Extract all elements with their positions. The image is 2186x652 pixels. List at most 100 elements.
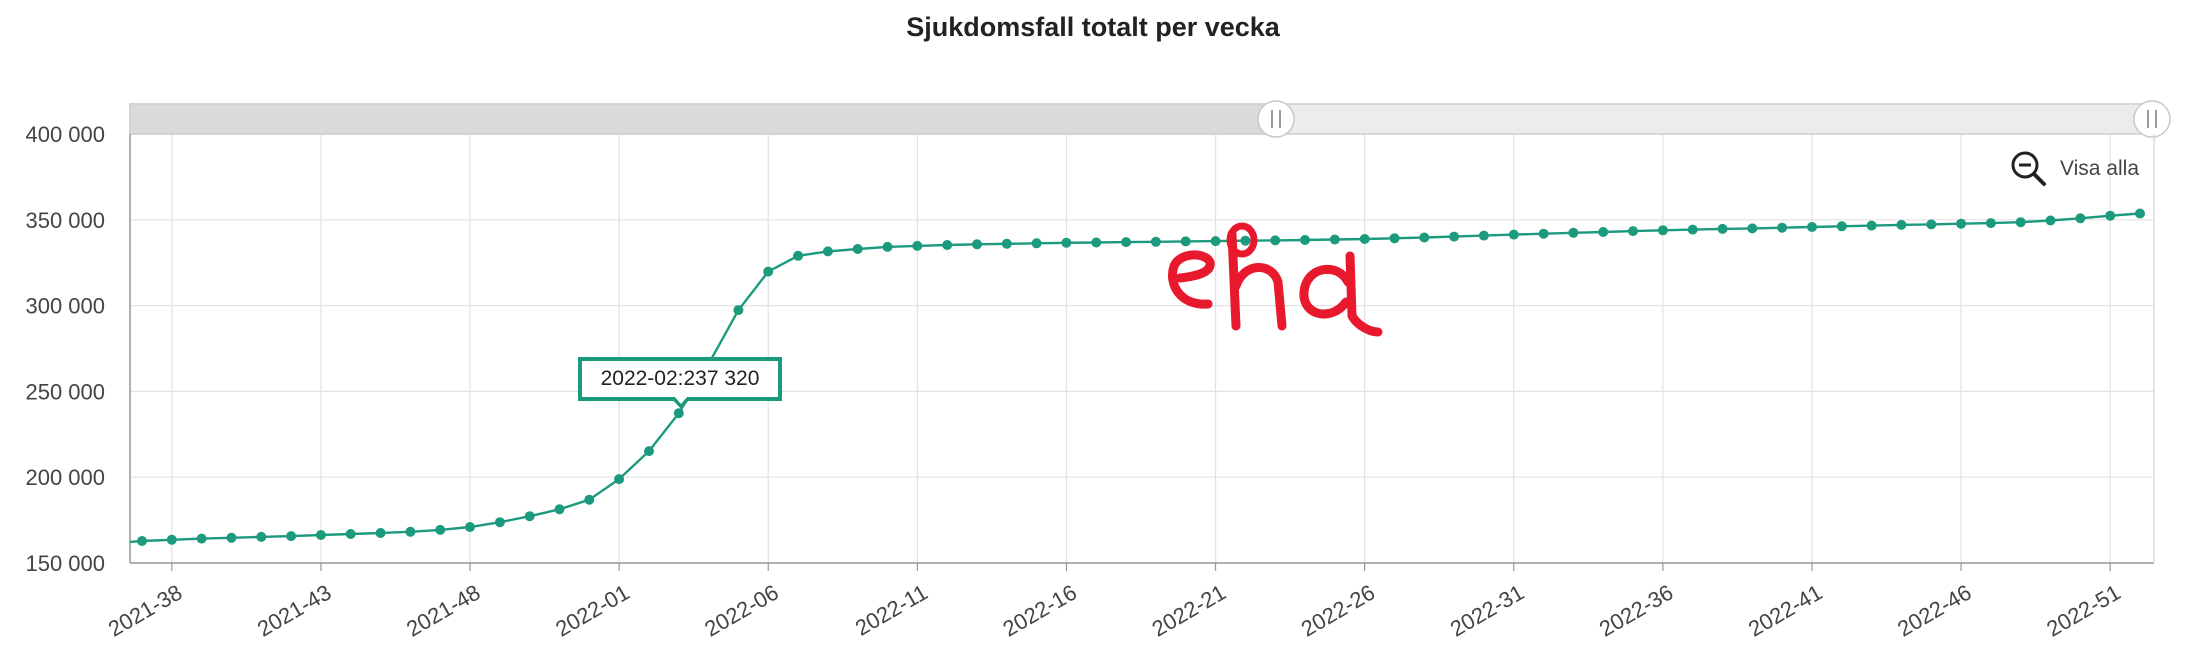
data-point[interactable] (1061, 237, 1072, 248)
data-point[interactable] (1031, 238, 1042, 249)
data-point[interactable] (1449, 231, 1460, 242)
data-point[interactable] (1836, 221, 1847, 232)
data-point[interactable] (1598, 227, 1609, 237)
handwritten-annotation-end (1168, 222, 1383, 337)
x-tick-label: 2022-51 (2042, 580, 2124, 642)
axes: 150 000 200 000 250 000 300 000 350 000 400 0… (25, 122, 2155, 642)
data-point[interactable] (196, 533, 207, 544)
show-all-label: Visa alla (2060, 157, 2139, 180)
data-point[interactable] (465, 522, 475, 532)
x-tick-label: 2021-43 (253, 580, 335, 642)
data-point[interactable] (763, 266, 774, 277)
navigator-selected-range[interactable] (129, 103, 1277, 135)
data-point[interactable] (2045, 215, 2056, 226)
data-point[interactable] (1240, 235, 1251, 246)
data-point[interactable] (1329, 234, 1340, 245)
series-points (137, 208, 2145, 546)
data-point[interactable] (1687, 224, 1698, 235)
data-point[interactable] (1657, 225, 1668, 236)
data-point[interactable] (1777, 222, 1788, 233)
data-point[interactable] (2015, 217, 2026, 228)
data-point[interactable] (1926, 219, 1937, 230)
data-point[interactable] (315, 530, 326, 540)
data-point[interactable] (793, 250, 804, 261)
data-point[interactable] (2075, 213, 2086, 224)
data-point[interactable] (1150, 236, 1161, 247)
data-point[interactable] (852, 244, 863, 254)
data-point[interactable] (1508, 229, 1519, 240)
data-point[interactable] (435, 524, 446, 535)
x-tick-label: 2022-46 (1893, 580, 1975, 642)
data-point[interactable] (1568, 227, 1579, 238)
data-point[interactable] (614, 474, 625, 485)
data-point[interactable] (1747, 223, 1758, 234)
data-point[interactable] (166, 534, 177, 545)
data-point[interactable] (1300, 235, 1310, 245)
x-tick-label: 2022-36 (1595, 580, 1677, 642)
data-point[interactable] (2105, 210, 2116, 221)
x-tick-label: 2022-41 (1744, 580, 1826, 642)
data-point[interactable] (1389, 233, 1400, 244)
data-point[interactable] (1956, 218, 1967, 229)
data-point[interactable] (1478, 230, 1489, 241)
series-path (129, 212, 2141, 544)
grid (130, 133, 2154, 564)
y-tick-label: 200 000 (25, 465, 105, 490)
navigator-handle-right[interactable] (2133, 100, 2171, 138)
zoom-out-icon (2011, 151, 2046, 186)
data-point[interactable] (733, 305, 744, 316)
data-point[interactable] (584, 494, 595, 505)
data-point[interactable] (494, 517, 505, 528)
data-point[interactable] (375, 528, 386, 538)
data-point[interactable] (1091, 237, 1102, 248)
data-point[interactable] (644, 446, 654, 457)
data-point[interactable] (137, 536, 147, 546)
range-navigator[interactable] (129, 100, 2171, 138)
y-tick-label: 250 000 (25, 379, 105, 404)
x-tick-label: 2021-48 (402, 580, 484, 642)
data-point[interactable] (1419, 232, 1430, 243)
data-point[interactable] (822, 246, 833, 257)
x-tick-label: 2022-21 (1148, 580, 1230, 642)
y-tick-label: 350 000 (25, 208, 105, 233)
data-point[interactable] (1538, 228, 1549, 239)
data-point[interactable] (1001, 238, 1012, 249)
x-tick-label: 2022-01 (551, 580, 633, 642)
data-point[interactable] (1359, 234, 1370, 244)
data-point[interactable] (345, 529, 356, 539)
x-tick-label: 2022-26 (1297, 580, 1379, 642)
data-point[interactable] (1985, 218, 1996, 229)
x-tick-label: 2021-38 (104, 580, 186, 642)
data-point[interactable] (912, 240, 923, 251)
x-tick-label: 2022-31 (1446, 580, 1528, 642)
data-point[interactable] (942, 240, 953, 250)
chart-title: Sjukdomsfall totalt per vecka (906, 12, 1280, 42)
data-point[interactable] (1121, 237, 1132, 248)
show-all-button[interactable]: Visa alla (2010, 150, 2139, 188)
data-point[interactable] (405, 526, 416, 537)
data-point[interactable] (286, 531, 297, 542)
series-line (129, 212, 2141, 544)
x-tick-label: 2022-16 (999, 580, 1081, 642)
data-point[interactable] (256, 531, 267, 542)
data-point[interactable] (524, 511, 535, 522)
data-point[interactable] (882, 241, 893, 252)
data-point[interactable] (226, 532, 237, 543)
data-point[interactable] (1717, 223, 1728, 234)
data-point[interactable] (1210, 236, 1221, 247)
y-tick-label: 300 000 (25, 294, 105, 319)
data-point[interactable] (1896, 219, 1907, 230)
navigator-handle-left[interactable] (1257, 100, 1295, 138)
y-tick-label: 150 000 (25, 551, 105, 576)
data-point[interactable] (673, 408, 684, 419)
data-point[interactable] (2135, 208, 2145, 219)
data-point[interactable] (1270, 235, 1281, 246)
data-point[interactable] (1180, 236, 1191, 247)
y-tick-label: 400 000 (25, 122, 105, 147)
data-point[interactable] (1807, 222, 1817, 232)
data-point[interactable] (554, 504, 565, 515)
data-point[interactable] (972, 239, 982, 250)
data-point[interactable] (1866, 220, 1877, 231)
data-point[interactable] (1628, 226, 1638, 237)
